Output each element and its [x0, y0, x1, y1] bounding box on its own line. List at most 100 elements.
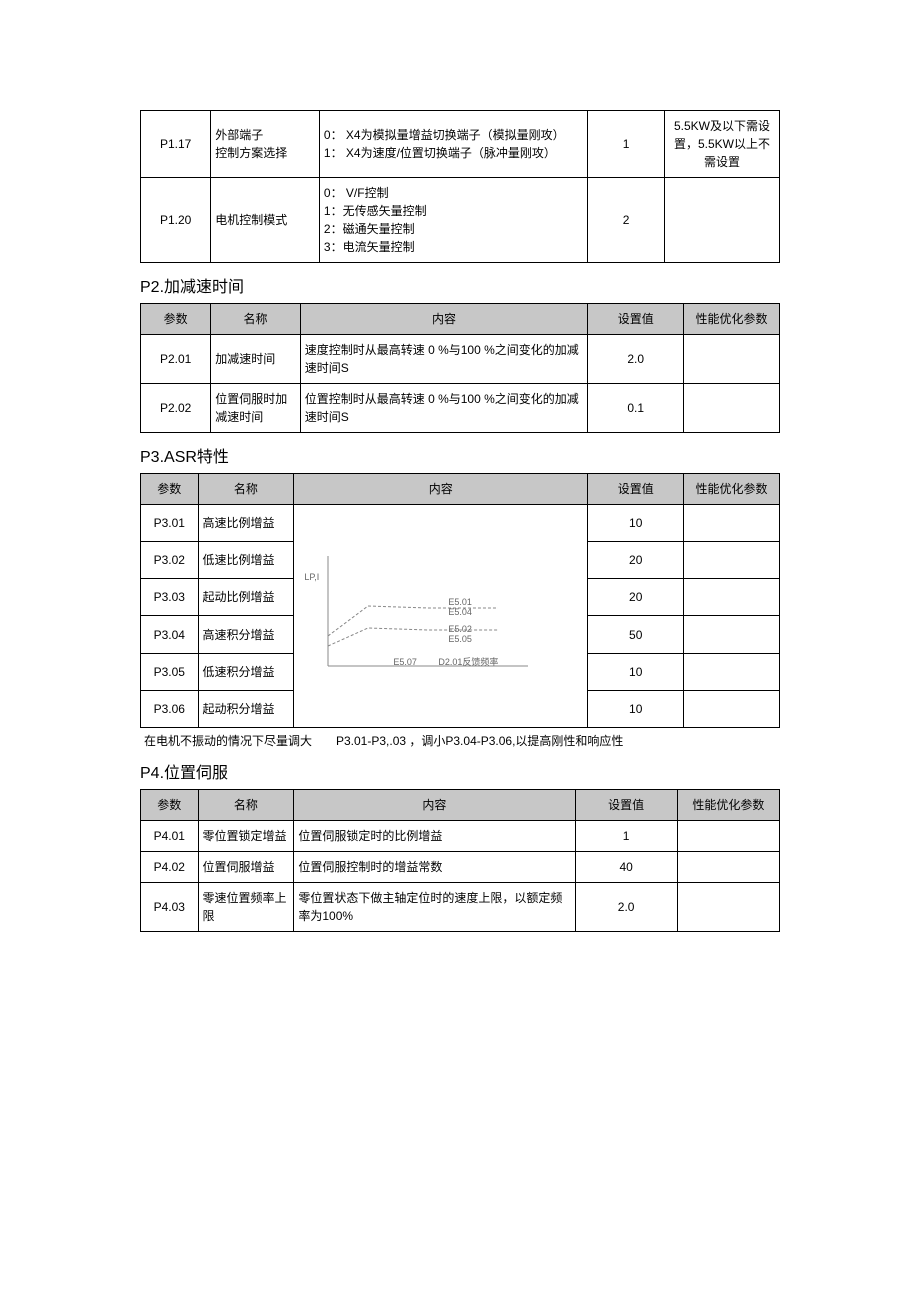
cell-note	[677, 821, 779, 852]
col-header: 名称	[198, 474, 294, 505]
cell-name: 低速比例增益	[198, 542, 294, 579]
cell-name: 高速积分增益	[198, 616, 294, 653]
diagram-svg	[308, 546, 538, 686]
cell-note	[684, 384, 780, 433]
cell-note	[684, 653, 780, 690]
table-p4: 参数 名称 内容 设置值 性能优化参数 P4.01 零位置锁定增益 位置伺服锁定…	[140, 789, 780, 932]
col-header: 名称	[198, 790, 294, 821]
cell-note	[664, 178, 779, 263]
table-row: P2.01 加减速时间 速度控制时从最高转速 0 %与100 %之间变化的加减速…	[141, 335, 780, 384]
col-header: 内容	[294, 474, 588, 505]
cell-value: 1	[575, 821, 677, 852]
cell-note	[684, 505, 780, 542]
cell-name: 低速积分增益	[198, 653, 294, 690]
cell-param: P2.01	[141, 335, 211, 384]
cell-name: 起动积分增益	[198, 690, 294, 727]
cell-value: 1	[588, 111, 665, 178]
cell-param: P2.02	[141, 384, 211, 433]
cell-note	[684, 335, 780, 384]
diagram-label: E5.04	[448, 606, 472, 620]
col-header: 设置值	[588, 304, 684, 335]
cell-content: 0： V/F控制1：无传感矢量控制2：磁通矢量控制3：电流矢量控制	[319, 178, 587, 263]
col-header: 内容	[300, 304, 588, 335]
table-row: P4.03 零速位置频率上限 零位置状态下做主轴定位时的速度上限，以额定频率为1…	[141, 883, 780, 932]
cell-name: 外部端子控制方案选择	[211, 111, 320, 178]
table-p3: 参数 名称 内容 设置值 性能优化参数 P3.01 高速比例增益 LP,I	[140, 473, 780, 728]
col-header: 性能优化参数	[677, 790, 779, 821]
cell-note: 5.5KW及以下需设置，5.5KW以上不需设置	[664, 111, 779, 178]
cell-value: 20	[588, 542, 684, 579]
cell-value: 10	[588, 505, 684, 542]
cell-param: P4.03	[141, 883, 199, 932]
col-header: 名称	[211, 304, 300, 335]
col-header: 参数	[141, 304, 211, 335]
cell-name: 位置伺服增益	[198, 852, 294, 883]
col-header: 参数	[141, 790, 199, 821]
cell-note	[684, 690, 780, 727]
p3-footnote: 在电机不振动的情况下尽量调大 P3.01-P3,.03 ，调小P3.04-P3.…	[144, 732, 780, 749]
section-title-p3: P3.ASR特性	[140, 443, 780, 467]
cell-value: 40	[575, 852, 677, 883]
diagram-label: E5.05	[448, 633, 472, 647]
cell-param: P1.20	[141, 178, 211, 263]
cell-value: 2.0	[588, 335, 684, 384]
diagram-label: D2.01反馈频率	[438, 656, 498, 670]
cell-name: 位置伺服时加减速时间	[211, 384, 300, 433]
cell-note	[684, 616, 780, 653]
cell-value: 10	[588, 690, 684, 727]
cell-content: 位置伺服控制时的增益常数	[294, 852, 575, 883]
cell-name: 零速位置频率上限	[198, 883, 294, 932]
cell-name: 起动比例增益	[198, 579, 294, 616]
cell-content: 速度控制时从最高转速 0 %与100 %之间变化的加减速时间S	[300, 335, 588, 384]
table-header-row: 参数 名称 内容 设置值 性能优化参数	[141, 790, 780, 821]
col-header: 性能优化参数	[684, 474, 780, 505]
cell-value: 50	[588, 616, 684, 653]
col-header: 设置值	[588, 474, 684, 505]
cell-name: 零位置锁定增益	[198, 821, 294, 852]
cell-name: 高速比例增益	[198, 505, 294, 542]
diagram-label: E5.07	[393, 656, 417, 670]
section-title-p4: P4.位置伺服	[140, 759, 780, 783]
table-row: P1.17 外部端子控制方案选择 0： X4为模拟量增益切换端子（模拟量刚攻）1…	[141, 111, 780, 178]
cell-value: 10	[588, 653, 684, 690]
cell-value: 2	[588, 178, 665, 263]
cell-value: 2.0	[575, 883, 677, 932]
table-p1: P1.17 外部端子控制方案选择 0： X4为模拟量增益切换端子（模拟量刚攻）1…	[140, 110, 780, 263]
cell-note	[684, 542, 780, 579]
cell-content: 位置伺服锁定时的比例增益	[294, 821, 575, 852]
cell-name: 电机控制模式	[211, 178, 320, 263]
table-row: P4.01 零位置锁定增益 位置伺服锁定时的比例增益 1	[141, 821, 780, 852]
asr-diagram: LP,I E5.01 E5.04 E5.02 E5.05 E5.07 D2.01…	[298, 511, 583, 721]
cell-name: 加减速时间	[211, 335, 300, 384]
cell-note	[684, 579, 780, 616]
cell-note	[677, 883, 779, 932]
cell-param: P4.02	[141, 852, 199, 883]
table-row: P3.01 高速比例增益 LP,I E5.01 E5.04 E5.02 E5.0…	[141, 505, 780, 542]
table-row: P4.02 位置伺服增益 位置伺服控制时的增益常数 40	[141, 852, 780, 883]
cell-content: 零位置状态下做主轴定位时的速度上限，以额定频率为100%	[294, 883, 575, 932]
cell-note	[677, 852, 779, 883]
cell-param: P4.01	[141, 821, 199, 852]
col-header: 性能优化参数	[684, 304, 780, 335]
col-header: 设置值	[575, 790, 677, 821]
table-row: P1.20 电机控制模式 0： V/F控制1：无传感矢量控制2：磁通矢量控制3：…	[141, 178, 780, 263]
cell-content: 位置控制时从最高转速 0 %与100 %之间变化的加减速时间S	[300, 384, 588, 433]
section-title-p2: P2.加减速时间	[140, 273, 780, 297]
cell-param: P3.06	[141, 690, 199, 727]
col-header: 内容	[294, 790, 575, 821]
cell-param: P3.05	[141, 653, 199, 690]
cell-value: 0.1	[588, 384, 684, 433]
table-header-row: 参数 名称 内容 设置值 性能优化参数	[141, 474, 780, 505]
cell-value: 20	[588, 579, 684, 616]
cell-param: P3.01	[141, 505, 199, 542]
cell-param: P3.02	[141, 542, 199, 579]
cell-content: 0： X4为模拟量增益切换端子（模拟量刚攻）1： X4为速度/位置切换端子（脉冲…	[319, 111, 587, 178]
table-row: P2.02 位置伺服时加减速时间 位置控制时从最高转速 0 %与100 %之间变…	[141, 384, 780, 433]
table-p2: 参数 名称 内容 设置值 性能优化参数 P2.01 加减速时间 速度控制时从最高…	[140, 303, 780, 433]
table-header-row: 参数 名称 内容 设置值 性能优化参数	[141, 304, 780, 335]
col-header: 参数	[141, 474, 199, 505]
cell-param: P1.17	[141, 111, 211, 178]
cell-diagram: LP,I E5.01 E5.04 E5.02 E5.05 E5.07 D2.01…	[294, 505, 588, 728]
cell-param: P3.03	[141, 579, 199, 616]
cell-param: P3.04	[141, 616, 199, 653]
